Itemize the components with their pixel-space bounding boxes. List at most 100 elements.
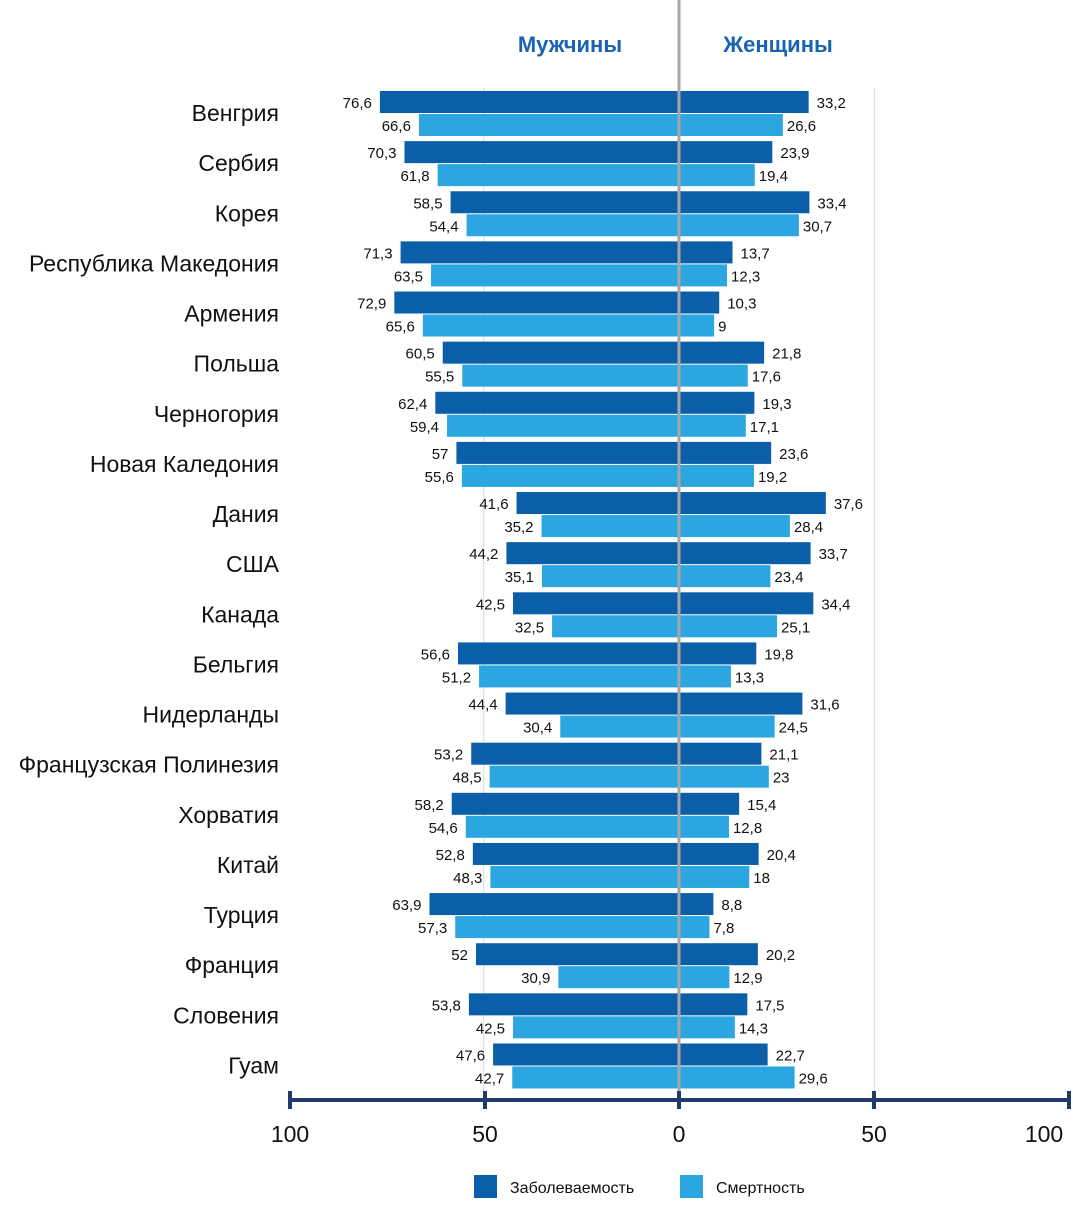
- bar-men-incidence: [468, 993, 679, 1016]
- category-label: Венгрия: [192, 100, 279, 126]
- legend-swatch-mortality: [680, 1175, 703, 1198]
- bar-women-mortality: [679, 515, 790, 538]
- data-label: 12,8: [733, 820, 762, 837]
- data-label: 63,9: [392, 897, 421, 914]
- bar-women-incidence: [679, 1043, 768, 1066]
- category-label: Гуам: [228, 1052, 279, 1078]
- bar-men-mortality: [490, 865, 679, 888]
- category-label: Франция: [185, 952, 279, 978]
- data-label: 57: [432, 446, 449, 463]
- data-label: 15,4: [747, 797, 776, 814]
- data-label: 71,3: [363, 245, 392, 262]
- bar-men-incidence: [379, 91, 679, 113]
- bar-women-incidence: [679, 191, 810, 214]
- data-label: 48,3: [453, 870, 482, 887]
- legend-label-incidence: Заболеваемость: [510, 1180, 634, 1197]
- bar-men-mortality: [513, 1016, 679, 1039]
- data-label: 56,6: [421, 646, 450, 663]
- data-label: 60,5: [406, 346, 435, 363]
- category-label: Китай: [217, 852, 279, 878]
- data-label: 23,4: [774, 569, 803, 586]
- bar-men-mortality: [489, 765, 679, 788]
- bar-women-incidence: [679, 241, 733, 264]
- data-label: 13,3: [735, 669, 764, 686]
- data-label: 52: [451, 947, 468, 964]
- data-label: 23,9: [780, 145, 809, 162]
- data-label: 54,6: [429, 820, 458, 837]
- data-label: 22,7: [776, 1047, 805, 1064]
- data-label: 53,8: [432, 997, 461, 1014]
- data-label: 10,3: [727, 296, 756, 313]
- bar-men-mortality: [455, 916, 679, 939]
- bar-men-mortality: [466, 214, 679, 237]
- bar-women-incidence: [679, 692, 803, 715]
- bar-women-mortality: [679, 414, 746, 437]
- data-label: 34,4: [821, 596, 850, 613]
- category-label: Республика Македония: [29, 250, 279, 276]
- bar-men-incidence: [475, 943, 679, 966]
- bar-women-mortality: [679, 314, 715, 337]
- bar-women-incidence: [679, 341, 765, 364]
- data-label: 55,6: [425, 469, 454, 486]
- bar-women-mortality: [679, 615, 778, 638]
- bar-women-incidence: [679, 943, 758, 966]
- data-label: 33,7: [819, 546, 848, 563]
- bar-men-incidence: [506, 542, 679, 565]
- data-label: 61,8: [400, 168, 429, 185]
- data-label: 20,2: [766, 947, 795, 964]
- bar-men-mortality: [512, 1066, 679, 1089]
- bar-women-mortality: [679, 1066, 795, 1089]
- data-label: 44,4: [468, 697, 497, 714]
- data-label: 25,1: [781, 619, 810, 636]
- legend-swatch-incidence: [474, 1175, 497, 1198]
- bar-men-mortality: [418, 114, 679, 136]
- bar-women-mortality: [679, 114, 783, 136]
- bar-men-incidence: [404, 141, 679, 164]
- category-label: Армения: [184, 301, 279, 327]
- bar-men-incidence: [442, 341, 679, 364]
- data-label: 19,3: [762, 396, 791, 413]
- bar-women-incidence: [679, 742, 762, 765]
- data-label: 26,6: [787, 118, 816, 135]
- data-label: 23,6: [779, 446, 808, 463]
- data-label: 47,6: [456, 1047, 485, 1064]
- bar-women-incidence: [679, 91, 809, 113]
- bar-women-mortality: [679, 1016, 735, 1039]
- bar-men-incidence: [435, 391, 679, 414]
- data-label: 53,2: [434, 747, 463, 764]
- data-label: 30,4: [523, 720, 552, 737]
- bar-women-mortality: [679, 164, 755, 187]
- data-label: 70,3: [367, 145, 396, 162]
- bar-men-mortality: [560, 715, 679, 738]
- bar-women-incidence: [679, 141, 773, 164]
- category-label: Хорватия: [178, 802, 279, 828]
- data-label: 12,9: [733, 970, 762, 987]
- bar-men-incidence: [516, 492, 679, 515]
- data-label: 9: [718, 319, 726, 336]
- bar-women-incidence: [679, 893, 714, 916]
- category-label: Турция: [204, 902, 279, 928]
- data-label: 8,8: [721, 897, 742, 914]
- bar-men-incidence: [429, 893, 679, 916]
- data-label: 58,5: [413, 195, 442, 212]
- data-label: 30,9: [521, 970, 550, 987]
- data-label: 19,4: [759, 168, 788, 185]
- bar-men-incidence: [457, 642, 679, 665]
- bar-women-incidence: [679, 441, 772, 464]
- bar-men-mortality: [422, 314, 679, 337]
- data-label: 44,2: [469, 546, 498, 563]
- data-label: 55,5: [425, 369, 454, 386]
- side-title-left: Мужчины: [518, 32, 622, 57]
- bar-men-mortality: [558, 966, 679, 989]
- bar-men-incidence: [400, 241, 679, 264]
- bar-men-incidence: [394, 291, 679, 314]
- data-label: 35,1: [505, 569, 534, 586]
- bar-men-mortality: [461, 464, 679, 487]
- bar-men-mortality: [541, 515, 679, 538]
- bar-women-mortality: [679, 966, 730, 989]
- bar-women-mortality: [679, 916, 710, 939]
- bar-women-incidence: [679, 542, 811, 565]
- bar-men-mortality: [479, 665, 679, 688]
- data-label: 57,3: [418, 920, 447, 937]
- data-label: 18: [753, 870, 770, 887]
